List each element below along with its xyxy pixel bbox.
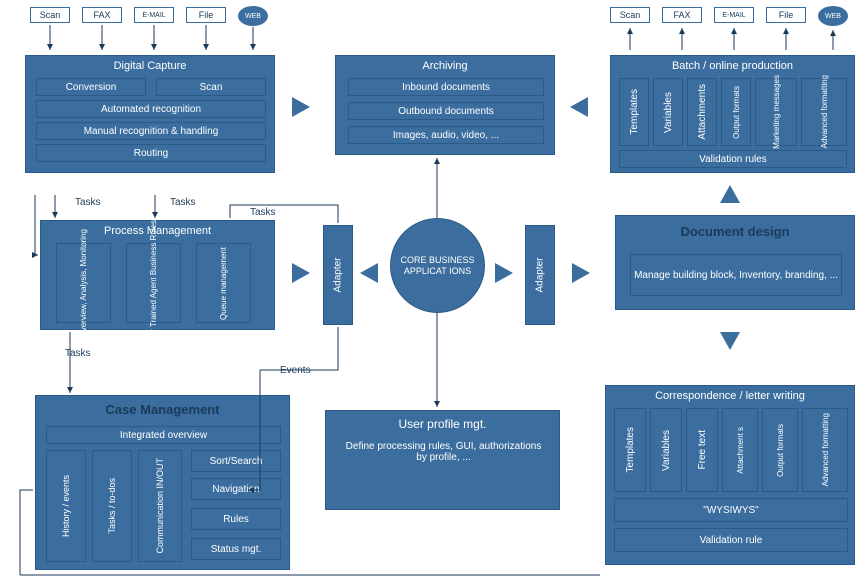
dc-auto-rec: Automated recognition [36,100,266,118]
batch-variables: Variables [653,78,683,146]
cm-comm: Communication IN/OUT [138,450,182,562]
archiving-title: Archiving [336,60,554,72]
tri-batch-arch [570,97,588,117]
corr-variables: Variables [650,408,682,492]
lbl-tasks-4: Tasks [65,348,91,359]
output-fax: FAX [662,7,702,23]
tri-dd-batch [720,185,740,203]
input-fax: FAX [82,7,122,23]
digital-capture-title: Digital Capture [26,60,274,72]
arch-media: Images, audio, video, ... [348,126,544,144]
tri-core-adapter-r [495,263,513,283]
batch-templates: Templates [619,78,649,146]
dd-title: Document design [616,224,854,239]
output-scan: Scan [610,7,650,23]
batch-title: Batch / online production [611,60,854,72]
case-mgmt-box: Case Management Integrated overview Hist… [35,395,290,570]
corr-title: Correspondence / letter writing [606,390,854,402]
batch-advanced: Advanced formatting [801,78,847,146]
dc-manual: Manual recognition & handling [36,122,266,140]
pm-agent: User Trained Agent Business Rules [126,243,181,323]
dc-scan: Scan [156,78,266,96]
arch-inbound: Inbound documents [348,78,544,96]
output-file: File [766,7,806,23]
cm-integrated: Integrated overview [46,426,281,444]
corr-output: Output formats [762,408,798,492]
user-profile-box: User profile mgt. Define processing rule… [325,410,560,510]
tri-dd-corr [720,332,740,350]
pm-overview: Overview, Analysis, Monitoring [56,243,111,323]
cm-status: Status mgt. [191,538,281,560]
cm-sort: Sort/Search [191,450,281,472]
input-file: File [186,7,226,23]
lbl-tasks-3: Tasks [250,207,276,218]
cm-rules: Rules [191,508,281,530]
dc-conversion: Conversion [36,78,146,96]
process-mgmt-box: Process Management Overview, Analysis, M… [40,220,275,330]
adapter-right: Adapter [525,225,555,325]
dc-routing: Routing [36,144,266,162]
input-email: E-MAIL [134,7,174,23]
tri-adapter-dd [572,263,590,283]
adapter-left: Adapter [323,225,353,325]
corr-freetext: Free text [686,408,718,492]
output-email: E-MAIL [714,7,754,23]
cm-tasks: Tasks / to-dos [92,450,132,562]
lbl-tasks-2: Tasks [170,197,196,208]
corr-wysiwys: "WYSIWYS" [614,498,848,522]
corr-validation: Validation rule [614,528,848,552]
tri-adapter-core-l [360,263,378,283]
cm-nav: Navigation [191,478,281,500]
cm-history: History / events [46,450,86,562]
correspondence-box: Correspondence / letter writing Template… [605,385,855,565]
batch-marketing: Marketing messages [755,78,797,146]
arch-outbound: Outbound documents [348,102,544,120]
output-web: WEB [818,6,848,26]
tri-dc-arch [292,97,310,117]
corr-advanced: Advanced formatting [802,408,848,492]
core-circle: CORE BUSINESS APPLICAT IONS [390,218,485,313]
batch-validation: Validation rules [619,150,847,168]
batch-output: Output formats [721,78,751,146]
cm-title: Case Management [36,402,289,417]
up-title: User profile mgt. [326,417,559,431]
corr-templates: Templates [614,408,646,492]
doc-design-box: Document design Manage building block, I… [615,215,855,310]
input-scan: Scan [30,7,70,23]
digital-capture-box: Digital Capture Conversion Scan Automate… [25,55,275,173]
input-web: WEB [238,6,268,26]
batch-box: Batch / online production Templates Vari… [610,55,855,173]
up-body: Define processing rules, GUI, authorizat… [341,441,546,463]
dd-body: Manage building block, Inventory, brandi… [630,254,842,296]
corr-attach: Attachment s [722,408,758,492]
lbl-events: Events [280,365,311,376]
archiving-box: Archiving Inbound documents Outbound doc… [335,55,555,155]
lbl-tasks-1: Tasks [75,197,101,208]
pm-queue: Queue management [196,243,251,323]
tri-pm-adapter [292,263,310,283]
batch-attachments: Attachments [687,78,717,146]
